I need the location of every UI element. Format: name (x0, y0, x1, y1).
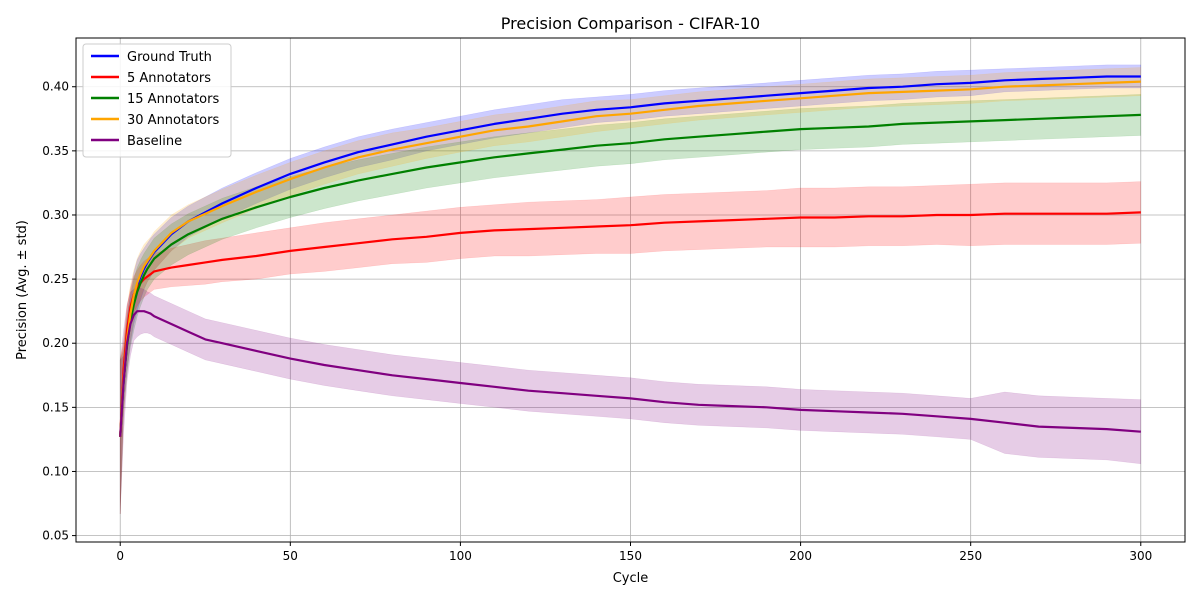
y-tick-label: 0.30 (42, 208, 69, 222)
x-tick-label: 150 (619, 549, 642, 563)
legend-label-15-annotators: 15 Annotators (127, 92, 219, 107)
x-axis-title: Cycle (613, 571, 649, 586)
y-tick-label: 0.15 (42, 400, 69, 414)
series-lines (119, 75, 1141, 437)
std-bands (119, 64, 1142, 514)
band-baseline (119, 285, 1142, 514)
y-tick-label: 0.05 (42, 529, 69, 543)
legend-label-30-annotators: 30 Annotators (127, 113, 219, 128)
y-tick-label: 0.10 (42, 464, 69, 478)
band-30-annotators (119, 67, 1142, 514)
y-tick-label: 0.25 (42, 272, 69, 286)
x-tick-label: 200 (789, 549, 812, 563)
band-5-annotators (119, 181, 1142, 514)
x-tick-label: 250 (959, 549, 982, 563)
y-axis-title: Precision (Avg. ± std) (15, 220, 30, 360)
line-5-annotators (119, 211, 1141, 437)
band-ground-truth (119, 64, 1142, 514)
x-tick-label: 0 (116, 549, 124, 563)
y-tick-label: 0.40 (42, 80, 69, 94)
legend-label-baseline: Baseline (127, 134, 182, 149)
y-tick-label: 0.35 (42, 144, 69, 158)
axis-ticks: 0 50 100 150 200 250 300 0.05 0.10 0.15 0.20 0.25 0.… (42, 80, 1152, 563)
legend: Ground Truth 5 Annotators 15 Annotators 30 … (82, 43, 232, 158)
y-tick-label: 0.20 (42, 336, 69, 350)
legend-label-5-annotators: 5 Annotators (127, 71, 211, 86)
legend-box (82, 43, 232, 158)
line-15-annotators (119, 113, 1141, 437)
x-tick-label: 50 (283, 549, 298, 563)
band-15-annotators (119, 94, 1142, 514)
legend-label-ground-truth: Ground Truth (127, 50, 212, 65)
x-tick-label: 300 (1129, 549, 1152, 563)
chart-title: Precision Comparison - CIFAR-10 (501, 14, 760, 33)
grid (76, 38, 1185, 542)
line-30-annotators (119, 80, 1141, 437)
x-tick-label: 100 (449, 549, 472, 563)
line-baseline (119, 310, 1141, 437)
